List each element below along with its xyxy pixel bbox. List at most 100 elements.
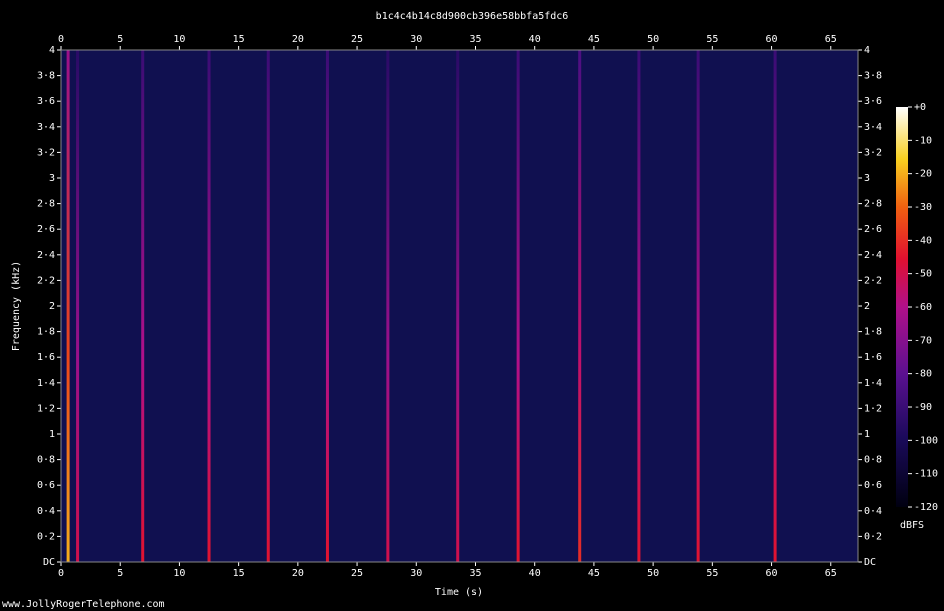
plot-frame [60, 49, 859, 563]
y-axis-label: Frequency (kHz) [11, 261, 22, 351]
y-tick-label-right: 2·4 [864, 250, 882, 261]
colorbar-tick-label: -50 [914, 269, 932, 280]
y-tick-label: 1·6 [37, 352, 55, 363]
colorbar-tick-label: -90 [914, 402, 932, 413]
y-tick-label: 1·2 [37, 403, 55, 414]
y-tick-label: 3·2 [37, 147, 55, 158]
colorbar-tick-label: -110 [914, 469, 938, 480]
y-tick-label: 0·2 [37, 531, 55, 542]
chart-title: b1c4c4b14c8d900cb396e58bbfa5fdc6 [376, 11, 569, 22]
y-tick-label: 2·2 [37, 275, 55, 286]
x-tick-label: 35 [469, 568, 481, 579]
y-tick-label-right: 0·6 [864, 480, 882, 491]
y-tick-label: 3·8 [37, 71, 55, 82]
x-tick-label: 45 [588, 568, 600, 579]
y-tick-label-right: 1·4 [864, 378, 882, 389]
y-tick-label-right: 3·4 [864, 122, 882, 133]
y-tick-label-right: 1·8 [864, 327, 882, 338]
x-tick-label-top: 10 [173, 34, 185, 45]
x-tick-label-top: 30 [410, 34, 422, 45]
colorbar [896, 107, 908, 507]
colorbar-tick-label: -70 [914, 335, 932, 346]
spectral-stripe [141, 50, 145, 562]
x-tick-label-top: 65 [825, 34, 837, 45]
y-tick-label: 2·8 [37, 199, 55, 210]
y-tick-label-right: 2·8 [864, 199, 882, 210]
x-tick-label-top: 45 [588, 34, 600, 45]
spectral-stripe [578, 50, 582, 562]
y-tick-label: 0·6 [37, 480, 55, 491]
y-tick-label-right: 3·8 [864, 71, 882, 82]
y-tick-label-right: 3 [864, 173, 870, 184]
y-tick-label-right: DC [864, 557, 876, 568]
colorbar-label: dBFS [900, 520, 924, 531]
x-tick-label: 55 [706, 568, 718, 579]
y-tick-label: 3 [49, 173, 55, 184]
x-tick-label-top: 35 [469, 34, 481, 45]
y-tick-label-right: 0·8 [864, 455, 882, 466]
colorbar-tick-label: -30 [914, 202, 932, 213]
x-tick-label: 30 [410, 568, 422, 579]
x-tick-label-top: 5 [117, 34, 123, 45]
y-tick-label: 4 [49, 45, 55, 56]
colorbar-tick-label: -100 [914, 435, 938, 446]
y-tick-label-right: 2·2 [864, 275, 882, 286]
y-tick-label-right: 1·2 [864, 403, 882, 414]
spectral-stripe [266, 50, 270, 562]
y-tick-label-right: 4 [864, 45, 870, 56]
y-tick-label: 0·4 [37, 506, 55, 517]
x-tick-label: 5 [117, 568, 123, 579]
colorbar-tick-label: +0 [914, 102, 926, 113]
y-tick-label-right: 1 [864, 429, 870, 440]
x-tick-label-top: 55 [706, 34, 718, 45]
footer: www.JollyRogerTelephone.com [2, 599, 165, 610]
y-tick-label: 2·4 [37, 250, 55, 261]
colorbar-tick-label: -60 [914, 302, 932, 313]
spectral-stripe [207, 50, 211, 562]
x-tick-label-top: 15 [233, 34, 245, 45]
y-tick-label: 1·8 [37, 327, 55, 338]
y-tick-label: 1·4 [37, 378, 55, 389]
y-tick-label-right: 2·6 [864, 224, 882, 235]
spectral-stripe [773, 50, 777, 562]
x-tick-label-top: 50 [647, 34, 659, 45]
spectral-stripe [76, 50, 80, 562]
y-tick-label-right: 2 [864, 301, 870, 312]
plot-background [61, 50, 858, 562]
y-tick-label: 0·8 [37, 455, 55, 466]
y-tick-label: DC [43, 557, 55, 568]
x-tick-label: 25 [351, 568, 363, 579]
spectral-stripe [66, 50, 70, 562]
colorbar-tick-label: -120 [914, 502, 938, 513]
x-tick-label: 50 [647, 568, 659, 579]
x-tick-label: 40 [529, 568, 541, 579]
x-tick-label-top: 0 [58, 34, 64, 45]
colorbar-tick-label: -10 [914, 135, 932, 146]
x-axis-label: Time (s) [435, 587, 483, 598]
y-tick-label: 1 [49, 429, 55, 440]
y-tick-label: 2 [49, 301, 55, 312]
x-tick-label-top: 40 [529, 34, 541, 45]
colorbar-tick-label: -40 [914, 235, 932, 246]
y-tick-label: 3·4 [37, 122, 55, 133]
x-tick-label: 0 [58, 568, 64, 579]
y-tick-label-right: 3·2 [864, 147, 882, 158]
x-tick-label: 65 [825, 568, 837, 579]
colorbar-tick-label: -80 [914, 369, 932, 380]
x-tick-label: 60 [766, 568, 778, 579]
x-tick-label-top: 60 [766, 34, 778, 45]
x-tick-label: 15 [233, 568, 245, 579]
y-tick-label: 3·6 [37, 96, 55, 107]
spectral-stripe [516, 50, 520, 562]
x-tick-label-top: 25 [351, 34, 363, 45]
spectral-stripe [456, 50, 460, 562]
spectral-stripe [386, 50, 390, 562]
colorbar-tick-label: -20 [914, 169, 932, 180]
spectral-stripe [637, 50, 641, 562]
spectral-stripe [696, 50, 700, 562]
y-tick-label-right: 0·2 [864, 531, 882, 542]
x-tick-label: 20 [292, 568, 304, 579]
y-tick-label-right: 3·6 [864, 96, 882, 107]
